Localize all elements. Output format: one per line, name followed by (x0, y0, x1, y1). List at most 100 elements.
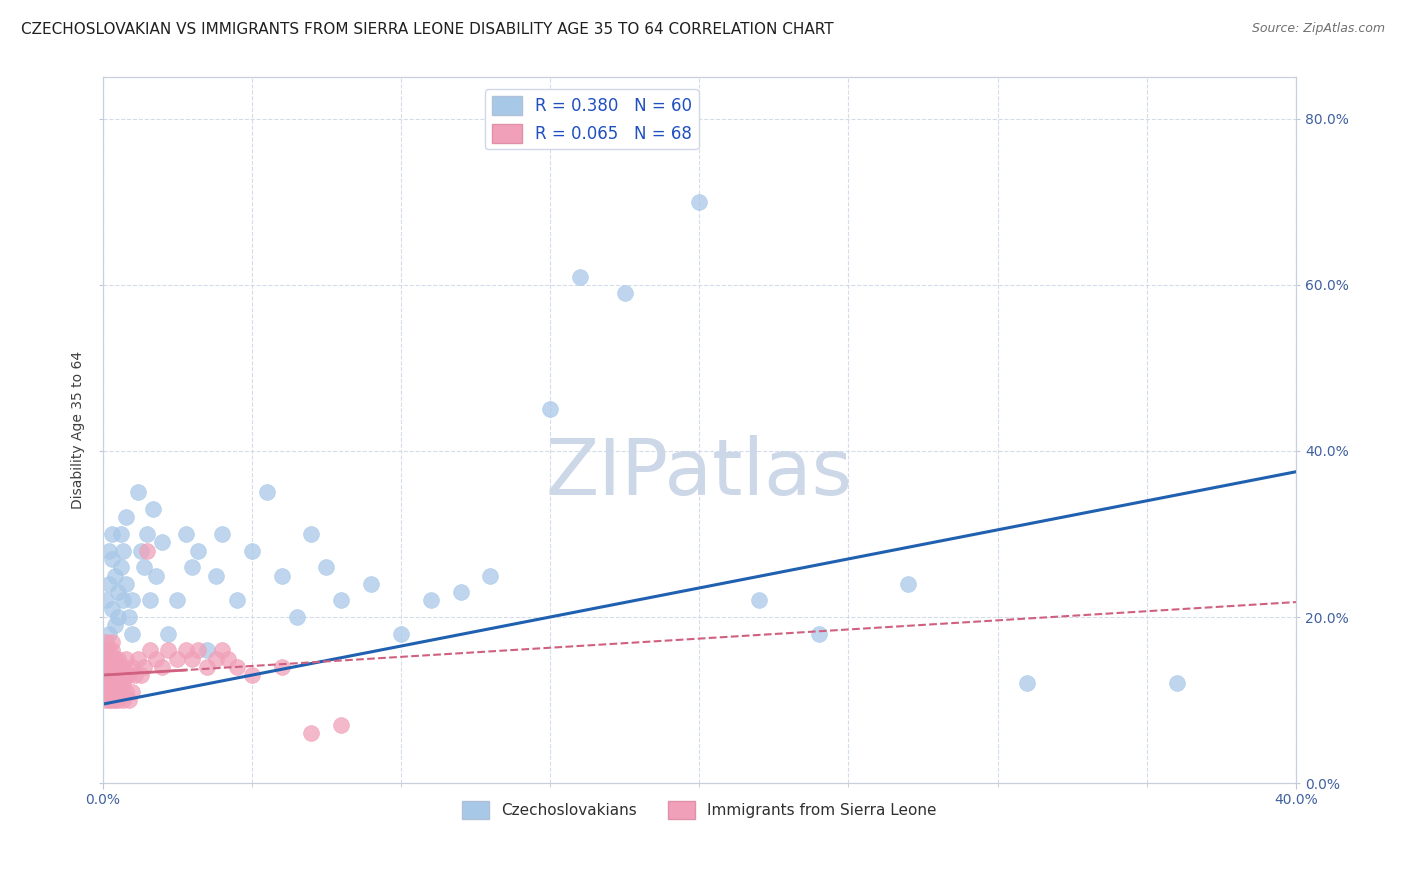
Point (91, 651, 114, 665)
Point (1166, 676, 1188, 690)
Point (107, 693, 129, 707)
Point (94, 660, 117, 674)
Text: Source: ZipAtlas.com: Source: ZipAtlas.com (1251, 22, 1385, 36)
Point (121, 593, 143, 607)
Point (330, 593, 353, 607)
Point (94, 635, 117, 649)
Point (136, 543, 159, 558)
Point (127, 651, 149, 665)
Point (330, 718, 353, 732)
Point (181, 651, 204, 665)
Point (112, 593, 135, 607)
Point (121, 660, 143, 674)
Point (124, 668, 146, 682)
Point (127, 485, 149, 500)
Y-axis label: Disability Age 35 to 64: Disability Age 35 to 64 (72, 351, 86, 509)
Point (97, 693, 120, 707)
Point (110, 676, 132, 690)
Point (100, 643, 122, 657)
Point (142, 502, 165, 516)
Point (94, 676, 117, 690)
Point (100, 651, 122, 665)
Point (100, 684, 122, 698)
Point (94, 593, 117, 607)
Point (107, 651, 129, 665)
Point (360, 576, 382, 591)
Point (301, 726, 323, 740)
Point (115, 576, 138, 591)
Point (121, 626, 143, 640)
Point (94, 643, 117, 657)
Point (134, 560, 156, 574)
Point (174, 527, 197, 541)
Point (97, 651, 120, 665)
Point (131, 543, 153, 558)
Point (107, 585, 129, 599)
Point (112, 676, 135, 690)
Point (688, 194, 710, 209)
Point (139, 593, 162, 607)
Point (181, 560, 204, 574)
Point (97, 668, 120, 682)
Point (270, 660, 292, 674)
Point (240, 543, 263, 558)
Point (479, 568, 502, 582)
Legend: Czechoslovakians, Immigrants from Sierra Leone: Czechoslovakians, Immigrants from Sierra… (456, 795, 943, 825)
Point (103, 651, 125, 665)
Point (1017, 676, 1039, 690)
Point (118, 668, 141, 682)
Point (107, 668, 129, 682)
Point (118, 610, 141, 624)
Point (136, 527, 159, 541)
Point (195, 660, 218, 674)
Point (91, 668, 114, 682)
Point (112, 543, 135, 558)
Point (97, 660, 120, 674)
Point (613, 286, 636, 301)
Point (110, 668, 132, 682)
Point (187, 543, 209, 558)
Point (121, 684, 143, 698)
Point (205, 651, 228, 665)
Point (115, 651, 138, 665)
Point (100, 668, 122, 682)
Point (118, 693, 141, 707)
Point (315, 560, 337, 574)
Point (112, 693, 135, 707)
Point (157, 626, 180, 640)
Point (150, 660, 173, 674)
Text: ZIPatlas: ZIPatlas (546, 434, 853, 510)
Point (97, 676, 120, 690)
Point (112, 660, 135, 674)
Point (211, 643, 233, 657)
Point (211, 527, 233, 541)
Point (100, 676, 122, 690)
Point (115, 668, 138, 682)
Point (301, 527, 323, 541)
Point (100, 635, 122, 649)
Point (91, 668, 114, 682)
Point (91, 660, 114, 674)
Point (107, 610, 129, 624)
Point (103, 693, 125, 707)
Point (174, 643, 197, 657)
Point (103, 568, 125, 582)
Point (110, 684, 132, 698)
Point (115, 510, 138, 524)
Point (139, 643, 162, 657)
Point (217, 651, 239, 665)
Point (97, 626, 120, 640)
Point (110, 527, 132, 541)
Point (131, 668, 153, 682)
Point (115, 684, 138, 698)
Point (166, 593, 188, 607)
Point (150, 535, 173, 549)
Point (145, 568, 167, 582)
Point (94, 643, 117, 657)
Point (100, 527, 122, 541)
Point (389, 626, 412, 640)
Point (157, 643, 180, 657)
Point (94, 651, 117, 665)
Point (187, 643, 209, 657)
Point (103, 684, 125, 698)
